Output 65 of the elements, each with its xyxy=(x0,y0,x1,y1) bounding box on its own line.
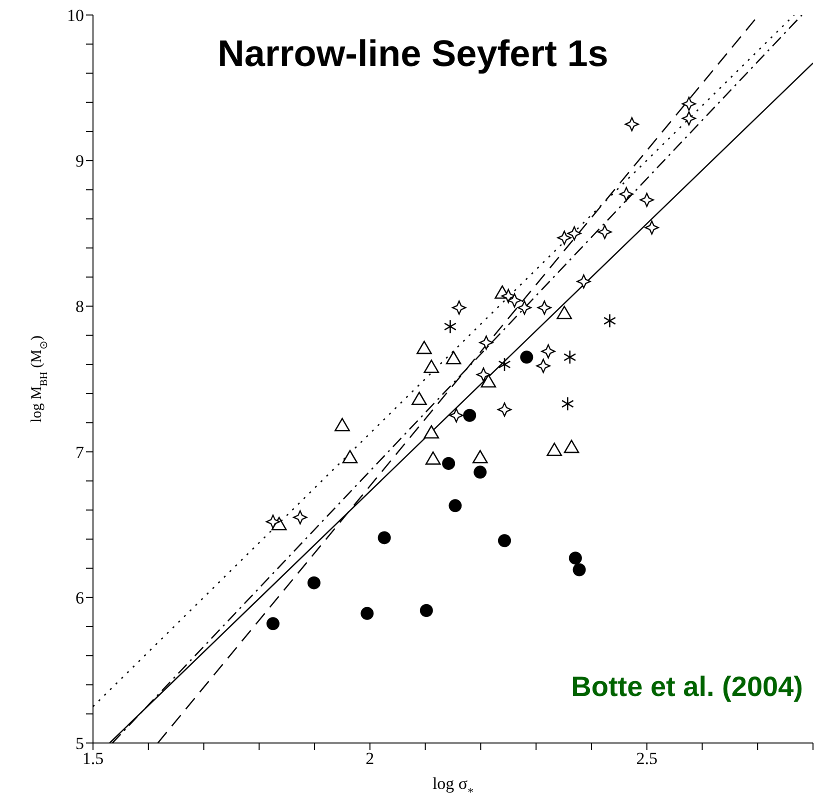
point xyxy=(266,514,280,529)
point xyxy=(425,451,441,465)
point xyxy=(572,563,586,576)
point xyxy=(556,306,572,320)
point xyxy=(537,300,552,315)
point xyxy=(576,274,591,289)
text: Narrow-line Seyfert 1s xyxy=(216,33,610,75)
annotation: Botte et al. (2004) xyxy=(570,671,803,703)
point xyxy=(640,192,654,208)
point xyxy=(536,358,550,373)
point xyxy=(644,220,659,235)
point xyxy=(378,531,391,544)
point xyxy=(517,300,532,315)
point xyxy=(520,350,534,364)
point xyxy=(334,418,350,432)
point xyxy=(463,408,476,422)
point xyxy=(472,450,488,464)
point xyxy=(480,374,496,388)
point xyxy=(424,425,440,439)
y-tick-label: 5 xyxy=(76,734,84,754)
point xyxy=(360,606,374,620)
point xyxy=(598,224,612,240)
point xyxy=(444,319,457,334)
x-tick-label: 1.5 xyxy=(82,749,104,768)
point xyxy=(479,336,494,350)
point xyxy=(293,510,308,524)
point xyxy=(476,368,491,382)
point xyxy=(420,604,433,618)
y-tick-label: 7 xyxy=(76,442,84,462)
point xyxy=(446,350,462,364)
point xyxy=(498,357,511,372)
y-tick-label: 6 xyxy=(76,588,84,608)
point xyxy=(497,402,512,417)
point xyxy=(498,534,512,548)
point xyxy=(307,576,320,590)
point xyxy=(561,396,574,411)
point xyxy=(449,408,464,422)
point xyxy=(546,442,562,456)
point xyxy=(619,186,634,202)
point xyxy=(412,392,427,406)
point xyxy=(474,466,487,479)
point xyxy=(682,96,696,111)
point xyxy=(564,350,576,364)
point xyxy=(448,499,462,512)
point xyxy=(507,293,522,308)
point xyxy=(568,552,582,565)
x-tick-label: 2.5 xyxy=(636,749,658,768)
x-tick-label: 2 xyxy=(366,749,374,768)
y-tick-label: 8 xyxy=(76,297,84,316)
point xyxy=(452,300,466,315)
point xyxy=(603,314,616,328)
point xyxy=(557,230,572,245)
point xyxy=(682,111,696,126)
point xyxy=(266,617,280,630)
point xyxy=(416,340,432,354)
point xyxy=(564,440,580,454)
point xyxy=(624,117,639,132)
point xyxy=(342,450,358,464)
y-tick-label: 9 xyxy=(76,152,84,171)
point xyxy=(424,360,440,373)
y-tick-label: 10 xyxy=(67,6,84,26)
point xyxy=(567,226,582,240)
point xyxy=(442,456,456,470)
x-axis-title: log σ$_{*}$ xyxy=(432,774,474,799)
point xyxy=(541,344,556,358)
